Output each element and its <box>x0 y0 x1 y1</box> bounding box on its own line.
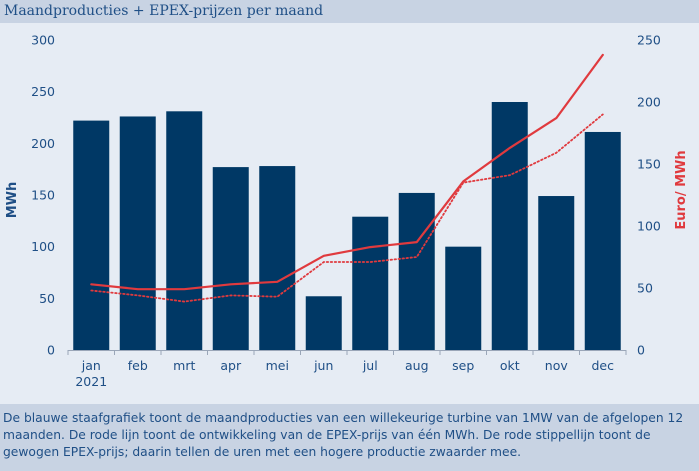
bar-dec <box>584 131 621 350</box>
x-year-label: 2021 <box>75 374 107 389</box>
y-tick-label: 100 <box>31 239 55 254</box>
y-tick-label: 50 <box>39 291 55 306</box>
y2-tick-label: 200 <box>637 95 661 110</box>
y2-axis-title: Euro/ MWh <box>674 150 689 229</box>
x-tick-label-jul: jul <box>362 358 378 373</box>
y-axis-title: MWh <box>5 182 20 219</box>
y2-tick-label: 50 <box>637 281 653 296</box>
bar-nov <box>538 196 575 350</box>
y-tick-label: 250 <box>31 84 55 99</box>
bar-mrt <box>166 111 203 350</box>
x-tick-label-nov: nov <box>545 358 569 373</box>
bar-jan <box>73 120 110 350</box>
y2-tick-label: 0 <box>637 343 645 358</box>
chart-caption: De blauwe staafgrafiek toont de maandpro… <box>0 404 699 471</box>
x-tick-label-sep: sep <box>452 358 474 373</box>
weighted-price-line <box>90 113 604 303</box>
bar-sep <box>445 246 482 350</box>
y-tick-label: 0 <box>47 343 55 358</box>
y2-tick-label: 250 <box>637 33 661 48</box>
x-tick-label-mrt: mrt <box>173 358 195 373</box>
bar-okt <box>491 102 528 350</box>
y-tick-label: 300 <box>31 33 55 48</box>
combo-chart: 0 50 100 150 200 250 300 0 50 100 150 200 250 MWh Euro… <box>5 33 689 390</box>
x-tick-label-jun: jun <box>313 358 333 373</box>
chart-title: Maandproducties + EPEX-prijzen per maand <box>0 0 699 23</box>
bar-jul <box>352 216 389 350</box>
x-tick-label-feb: feb <box>128 358 148 373</box>
bar-feb <box>119 116 156 350</box>
x-tick-label-jan: jan <box>81 358 101 373</box>
y2-tick-label: 100 <box>637 219 661 234</box>
y-tick-label: 150 <box>31 188 55 203</box>
y2-tick-label: 150 <box>637 157 661 172</box>
x-tick-label-aug: aug <box>405 358 429 373</box>
y-tick-label: 200 <box>31 136 55 151</box>
bar-apr <box>212 167 249 350</box>
chart-area: 0 50 100 150 200 250 300 0 50 100 150 200 250 MWh Euro… <box>0 23 699 404</box>
x-tick-label-okt: okt <box>500 358 520 373</box>
x-tick-label-dec: dec <box>592 358 615 373</box>
bar-jun <box>305 296 342 350</box>
price-line <box>90 53 604 291</box>
bar-aug <box>398 192 435 350</box>
x-tick-label-mei: mei <box>266 358 289 373</box>
bar-mei <box>259 166 296 350</box>
x-tick-label-apr: apr <box>220 358 242 373</box>
